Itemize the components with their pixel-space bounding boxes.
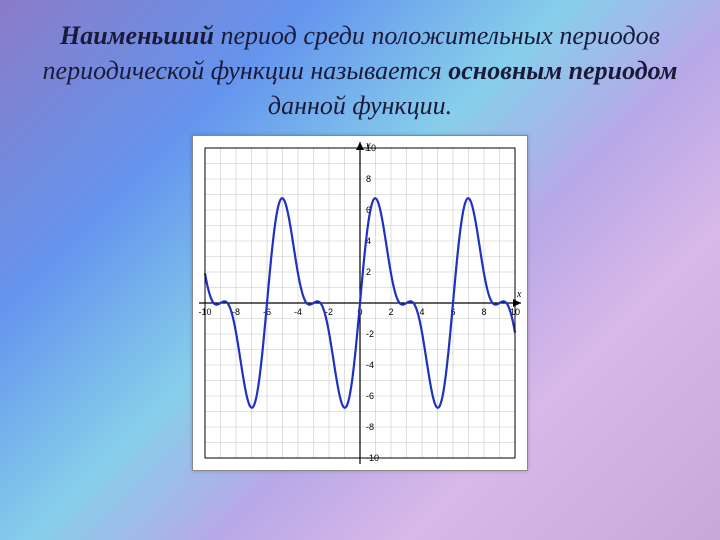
svg-text:-8: -8: [366, 422, 374, 432]
svg-text:-2: -2: [366, 329, 374, 339]
svg-text:-6: -6: [366, 391, 374, 401]
svg-text:x: x: [516, 289, 522, 300]
periodic-function-chart: -10-8-6-4-20246810-10-8-6-4-2246810xy: [195, 138, 525, 468]
svg-text:y: y: [365, 140, 371, 151]
svg-text:-4: -4: [294, 307, 302, 317]
svg-text:8: 8: [481, 307, 486, 317]
slide-title: Наименьший период среди положительных пе…: [0, 0, 720, 135]
chart-frame: -10-8-6-4-20246810-10-8-6-4-2246810xy: [192, 135, 528, 471]
svg-text:2: 2: [388, 307, 393, 317]
svg-text:-4: -4: [366, 360, 374, 370]
svg-text:8: 8: [366, 174, 371, 184]
svg-text:4: 4: [419, 307, 424, 317]
svg-text:2: 2: [366, 267, 371, 277]
